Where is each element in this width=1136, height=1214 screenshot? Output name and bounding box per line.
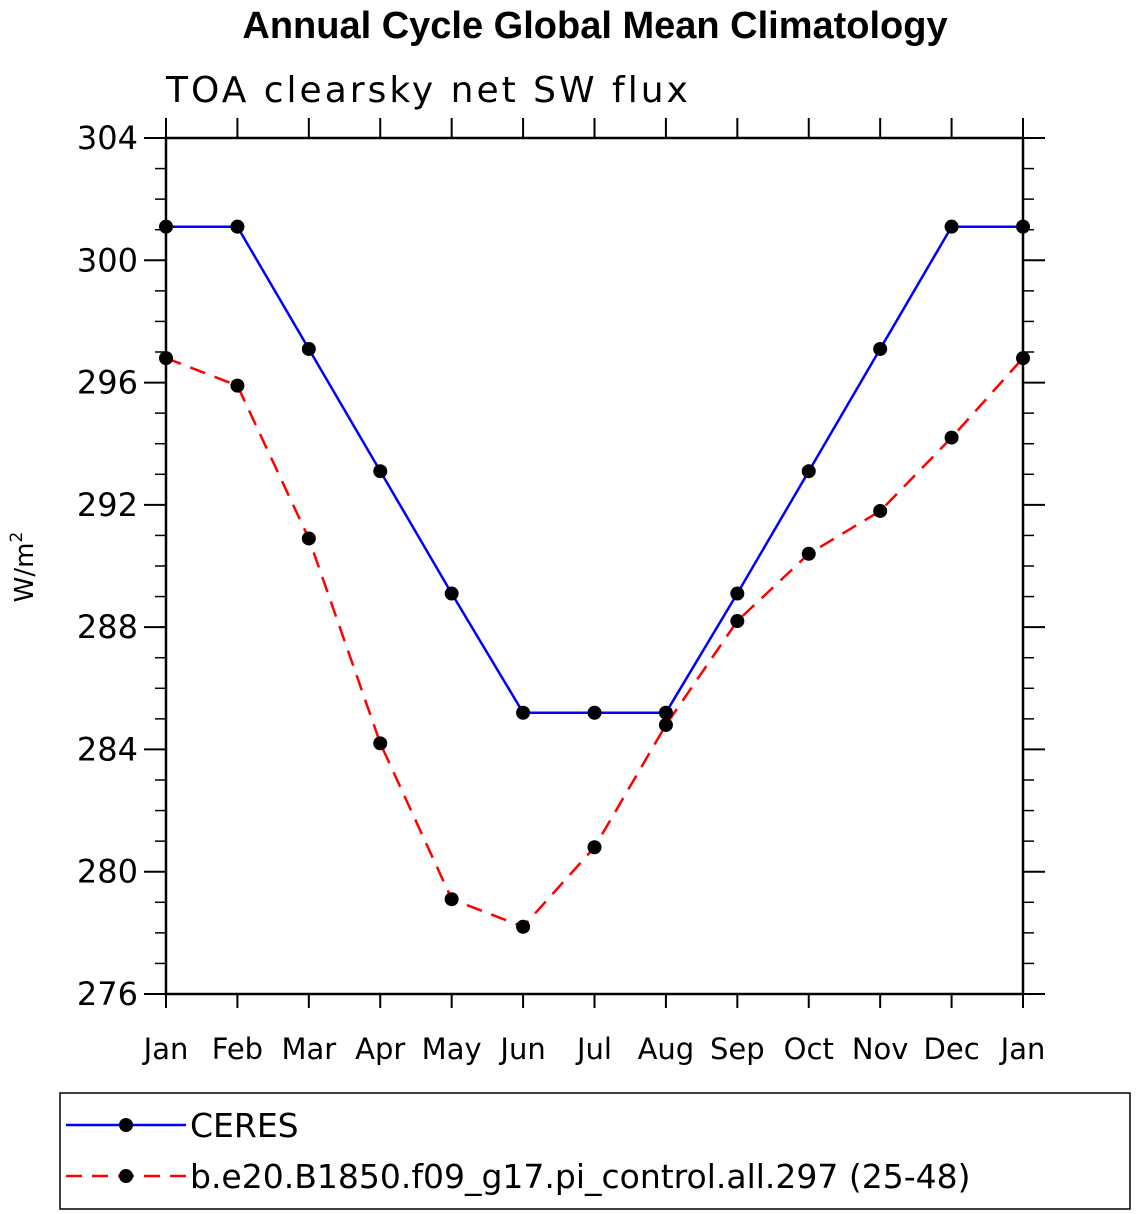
legend-entry-model: b.e20.B1850.f09_g17.pi_control.all.297 (… xyxy=(66,1157,971,1196)
series-1-point xyxy=(516,919,531,934)
series-1-point xyxy=(1016,351,1030,366)
x-tick-label: Jun xyxy=(498,1032,545,1066)
x-ticks: Jan Feb Mar Apr May Jun Jul Aug Sep Oct Nov Dec Jan xyxy=(142,118,1046,1066)
plot-frame xyxy=(164,136,1025,996)
x-tick-label: Apr xyxy=(355,1032,405,1066)
legend-marker-model xyxy=(119,1169,133,1183)
x-tick-label: Sep xyxy=(710,1032,765,1066)
chart-subtitle: TOA clearsky net SW flux xyxy=(165,70,691,111)
series-0-point xyxy=(444,586,459,601)
x-tick-label: Jan xyxy=(999,1032,1046,1066)
y-tick-label: 288 xyxy=(77,608,138,646)
series-0-point xyxy=(1016,219,1030,234)
legend-box xyxy=(59,1092,1131,1210)
series-0-point xyxy=(730,586,745,601)
y-ticks: 276 280 284 288 292 296 300 304 xyxy=(77,119,1045,1013)
x-tick-label: Feb xyxy=(212,1032,263,1066)
y-tick-label: 296 xyxy=(77,364,138,402)
y-tick-label: 284 xyxy=(77,730,138,768)
legend-entry-ceres: CERES xyxy=(66,1106,299,1145)
y-tick-label: 292 xyxy=(77,486,138,524)
series-0-point xyxy=(587,705,602,720)
y-axis-label-superscript: 2 xyxy=(7,532,27,543)
series-1-point xyxy=(730,614,745,629)
series-0-point xyxy=(658,705,673,720)
series-0-point xyxy=(301,341,316,356)
y-tick-label: 300 xyxy=(77,241,138,279)
x-tick-label: Dec xyxy=(924,1032,980,1066)
series-1-point xyxy=(587,840,602,855)
series-0-point xyxy=(944,219,959,234)
series-line-0 xyxy=(166,225,1023,714)
series-0-point xyxy=(373,464,388,479)
series-1-point xyxy=(873,503,888,518)
series-1-point xyxy=(658,717,673,732)
chart-title: Annual Cycle Global Mean Climatology xyxy=(242,5,947,47)
series-1-point xyxy=(159,351,173,366)
x-tick-label: Mar xyxy=(281,1032,336,1066)
legend-marker-ceres xyxy=(119,1118,133,1132)
series-1-point xyxy=(801,546,816,561)
series-1-point xyxy=(373,736,388,751)
y-tick-label: 280 xyxy=(77,853,138,891)
series-0-point xyxy=(801,464,816,479)
y-tick-label: 276 xyxy=(77,975,138,1013)
legend-label-model: b.e20.B1850.f09_g17.pi_control.all.297 (… xyxy=(190,1157,971,1196)
x-tick-label: Jul xyxy=(575,1032,612,1066)
series-1-point xyxy=(301,531,316,546)
x-tick-label: Jan xyxy=(142,1032,189,1066)
x-tick-label: Aug xyxy=(638,1032,695,1066)
series-layer xyxy=(159,219,1030,934)
series-1-point xyxy=(444,892,459,907)
x-tick-label: Nov xyxy=(852,1032,909,1066)
y-axis-label: W/m2 xyxy=(7,532,40,603)
y-tick-label: 304 xyxy=(77,119,138,157)
series-1-point xyxy=(944,430,959,445)
x-tick-label: Oct xyxy=(784,1032,834,1066)
series-0-point xyxy=(516,705,531,720)
series-0-point xyxy=(873,341,888,356)
x-tick-label: May xyxy=(422,1032,482,1066)
series-1-point xyxy=(230,378,245,393)
series-0-point xyxy=(230,219,245,234)
legend-label-ceres: CERES xyxy=(190,1106,299,1145)
y-axis-label-base: W/m xyxy=(10,543,40,603)
series-0-point xyxy=(159,219,173,234)
